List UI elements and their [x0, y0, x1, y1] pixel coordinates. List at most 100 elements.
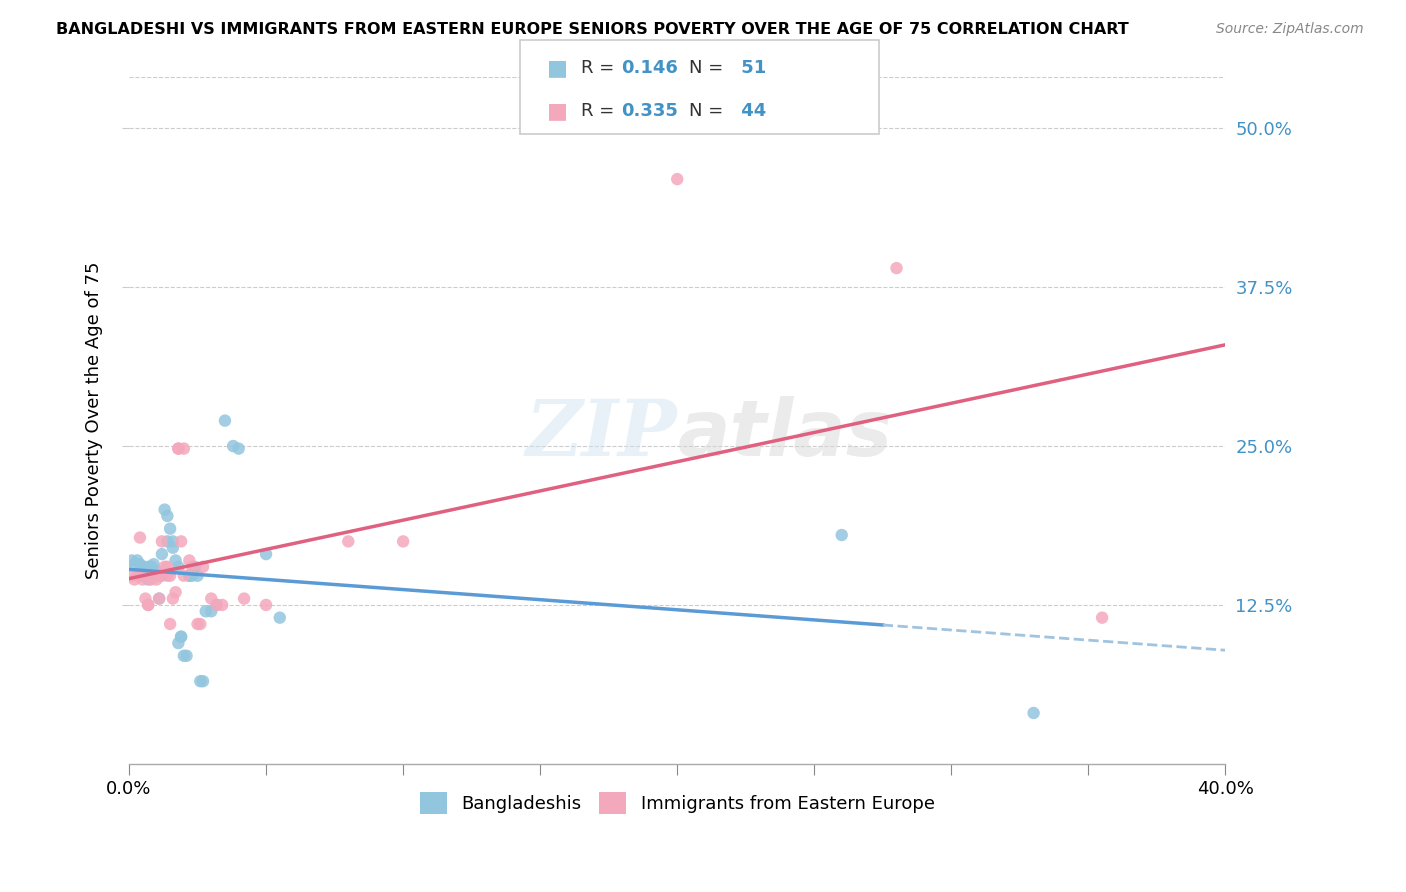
Point — [167, 559, 190, 574]
Point — [165, 585, 187, 599]
Point — [205, 598, 228, 612]
Point — [181, 559, 204, 574]
Y-axis label: Seniors Poverty Over the Age of 75: Seniors Poverty Over the Age of 75 — [86, 262, 103, 580]
Point — [121, 553, 143, 567]
Point — [162, 591, 184, 606]
Point — [337, 534, 360, 549]
Text: BANGLADESHI VS IMMIGRANTS FROM EASTERN EUROPE SENIORS POVERTY OVER THE AGE OF 75: BANGLADESHI VS IMMIGRANTS FROM EASTERN E… — [56, 22, 1129, 37]
Point — [165, 553, 187, 567]
Point — [148, 568, 170, 582]
Point — [136, 559, 159, 574]
Point — [191, 559, 214, 574]
Text: 51: 51 — [735, 60, 766, 78]
Text: 0.335: 0.335 — [621, 102, 678, 120]
Point — [186, 617, 208, 632]
Point — [179, 568, 201, 582]
Point — [1091, 610, 1114, 624]
Text: 0.146: 0.146 — [621, 60, 678, 78]
Point — [254, 598, 277, 612]
Text: ■: ■ — [547, 58, 568, 78]
Point — [129, 558, 152, 572]
Point — [173, 442, 195, 456]
Point — [159, 568, 181, 582]
Point — [153, 502, 176, 516]
Text: R =: R = — [581, 60, 614, 78]
Point — [191, 674, 214, 689]
Point — [136, 573, 159, 587]
Point — [156, 508, 179, 523]
Point — [121, 568, 143, 582]
Point — [134, 591, 156, 606]
Point — [145, 568, 167, 582]
Point — [139, 568, 162, 582]
Text: 44: 44 — [735, 102, 766, 120]
Point — [153, 559, 176, 574]
Point — [131, 568, 153, 582]
Point — [200, 591, 222, 606]
Point — [131, 573, 153, 587]
Point — [142, 558, 165, 572]
Point — [127, 568, 149, 582]
Point — [167, 442, 190, 456]
Legend: Bangladeshis, Immigrants from Eastern Europe: Bangladeshis, Immigrants from Eastern Eu… — [411, 783, 943, 823]
Point — [173, 568, 195, 582]
Point — [134, 568, 156, 582]
Point — [188, 617, 211, 632]
Point — [134, 564, 156, 578]
Text: ZIP: ZIP — [526, 396, 678, 473]
Point — [156, 568, 179, 582]
Point — [886, 261, 908, 276]
Point — [148, 591, 170, 606]
Point — [167, 636, 190, 650]
Point — [136, 598, 159, 612]
Point — [156, 534, 179, 549]
Point — [139, 568, 162, 582]
Point — [127, 553, 149, 567]
Point — [148, 568, 170, 582]
Text: ■: ■ — [547, 101, 568, 120]
Point — [211, 598, 233, 612]
Point — [124, 558, 146, 572]
Point — [142, 568, 165, 582]
Point — [150, 534, 173, 549]
Point — [184, 559, 207, 574]
Point — [176, 648, 198, 663]
Point — [222, 439, 245, 453]
Point — [228, 442, 250, 456]
Point — [170, 630, 193, 644]
Point — [188, 674, 211, 689]
Point — [186, 568, 208, 582]
Point — [159, 617, 181, 632]
Point — [139, 573, 162, 587]
Point — [170, 534, 193, 549]
Point — [145, 568, 167, 582]
Point — [179, 553, 201, 567]
Text: atlas: atlas — [678, 396, 893, 473]
Point — [148, 591, 170, 606]
Point — [124, 573, 146, 587]
Text: N =: N = — [689, 102, 723, 120]
Point — [254, 547, 277, 561]
Point — [139, 559, 162, 574]
Point — [159, 522, 181, 536]
Point — [214, 414, 236, 428]
Point — [167, 442, 190, 456]
Text: R =: R = — [581, 102, 614, 120]
Point — [831, 528, 853, 542]
Point — [150, 568, 173, 582]
Point — [129, 531, 152, 545]
Point — [181, 568, 204, 582]
Point — [200, 604, 222, 618]
Point — [131, 568, 153, 582]
Point — [136, 598, 159, 612]
Text: N =: N = — [689, 60, 723, 78]
Point — [666, 172, 689, 186]
Text: Source: ZipAtlas.com: Source: ZipAtlas.com — [1216, 22, 1364, 37]
Point — [194, 604, 217, 618]
Point — [269, 610, 291, 624]
Point — [392, 534, 415, 549]
Point — [136, 568, 159, 582]
Point — [145, 573, 167, 587]
Point — [142, 568, 165, 582]
Point — [162, 534, 184, 549]
